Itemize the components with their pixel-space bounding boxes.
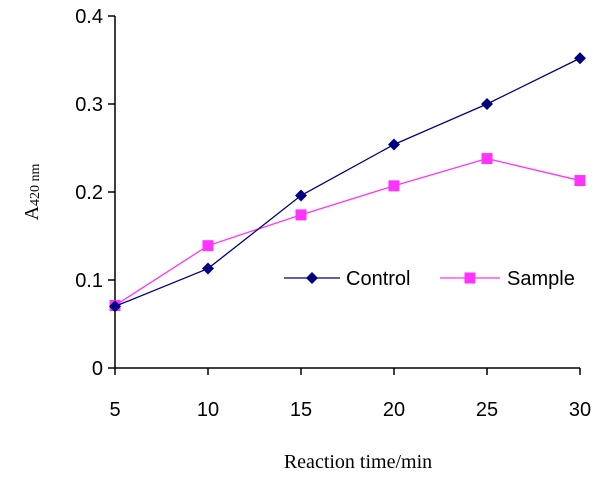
series-layer (109, 52, 586, 313)
legend-label: Control (346, 268, 410, 290)
axes (108, 15, 581, 375)
data-point-diamond (574, 52, 586, 65)
x-axis-label: Reaction time/min (284, 451, 432, 473)
y-tick-label: 0.1 (75, 270, 103, 292)
y-tick-label: 0 (92, 358, 103, 380)
y-tick-label: 0.3 (75, 94, 103, 116)
x-tick-label: 15 (290, 399, 312, 421)
y-axis-label: A420 nm (21, 163, 43, 220)
data-point-diamond (202, 262, 214, 275)
x-tick-labels: 5 10 15 20 25 30 (109, 399, 591, 421)
legend-entry-sample: Sample (440, 268, 575, 290)
data-point-diamond (388, 138, 400, 151)
data-point-diamond (306, 272, 318, 284)
x-tick-label: 5 (109, 399, 120, 421)
y-axis-label-sub: 420 nm (28, 163, 43, 206)
x-tick-label: 30 (569, 399, 591, 421)
y-tick-label: 0.4 (75, 6, 103, 28)
x-tick-label: 25 (476, 399, 498, 421)
legend-label: Sample (507, 268, 575, 290)
data-point-diamond (109, 300, 121, 313)
data-point-square (574, 175, 586, 187)
legend: Control Sample (284, 268, 575, 290)
series-control (109, 52, 586, 313)
y-tick-label: 0.2 (75, 182, 103, 204)
data-point-square (295, 209, 307, 221)
data-point-diamond (481, 98, 493, 110)
data-point-square (202, 240, 214, 252)
x-tick-label: 10 (197, 399, 219, 421)
data-point-square (481, 153, 493, 165)
y-axis-label-main: A (21, 205, 43, 220)
data-point-square (388, 180, 400, 192)
data-point-square (464, 272, 476, 284)
data-point-diamond (295, 189, 307, 202)
y-tick-labels: 0 0.1 0.2 0.3 0.4 (75, 6, 103, 380)
series-line-control (114, 57, 581, 308)
x-tick-label: 20 (383, 399, 405, 421)
legend-entry-control: Control (284, 268, 410, 290)
series-line-sample (114, 157, 581, 307)
